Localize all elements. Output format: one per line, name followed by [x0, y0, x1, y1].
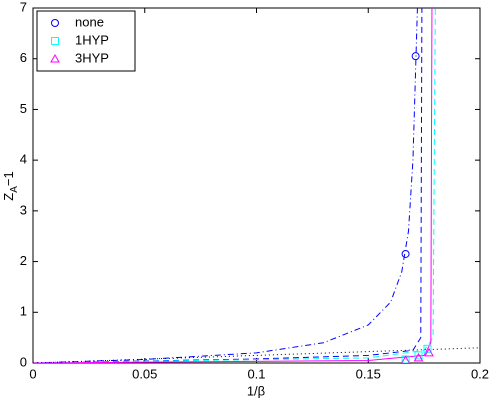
data-point	[413, 352, 424, 362]
legend-label: 3HYP	[75, 50, 109, 65]
x-tick-label: 0.15	[356, 366, 381, 381]
fit-curve	[33, 8, 423, 363]
legend-label: 1HYP	[75, 32, 109, 47]
y-tick-label: 2	[20, 253, 27, 268]
y-tick-label: 1	[20, 304, 27, 319]
y-tick-label: 3	[20, 202, 27, 217]
data-point	[414, 351, 423, 360]
x-tick-label: 0.1	[247, 366, 265, 381]
plot-frame	[32, 7, 481, 364]
fit-curve	[33, 347, 480, 363]
y-tick-label: 5	[20, 101, 27, 116]
fit-curve	[33, 8, 418, 363]
data-point	[411, 52, 420, 61]
data-point	[401, 249, 410, 258]
y-tick-label: 6	[20, 50, 27, 65]
legend-label: none	[75, 14, 104, 29]
y-label-rest: −1	[1, 171, 16, 186]
x-axis-label: 1/β	[247, 383, 265, 398]
legend-marker	[50, 53, 60, 63]
legend-marker	[51, 19, 59, 27]
y-tick-label: 7	[20, 0, 27, 14]
y-tick-label: 4	[20, 152, 27, 167]
data-point	[400, 355, 411, 364]
fit-curve	[33, 8, 433, 363]
x-tick-label: 0.2	[471, 366, 489, 381]
y-label-main: Z	[1, 193, 16, 201]
y-tick-label: 0	[20, 354, 27, 369]
x-tick-label: 0.05	[132, 366, 157, 381]
legend-marker	[51, 37, 59, 45]
x-tick-label: 0	[29, 366, 36, 381]
legend-box	[36, 10, 136, 72]
data-point	[424, 347, 434, 357]
y-label-sub: A	[9, 186, 20, 193]
y-axis-label: ZA−1	[1, 171, 19, 200]
